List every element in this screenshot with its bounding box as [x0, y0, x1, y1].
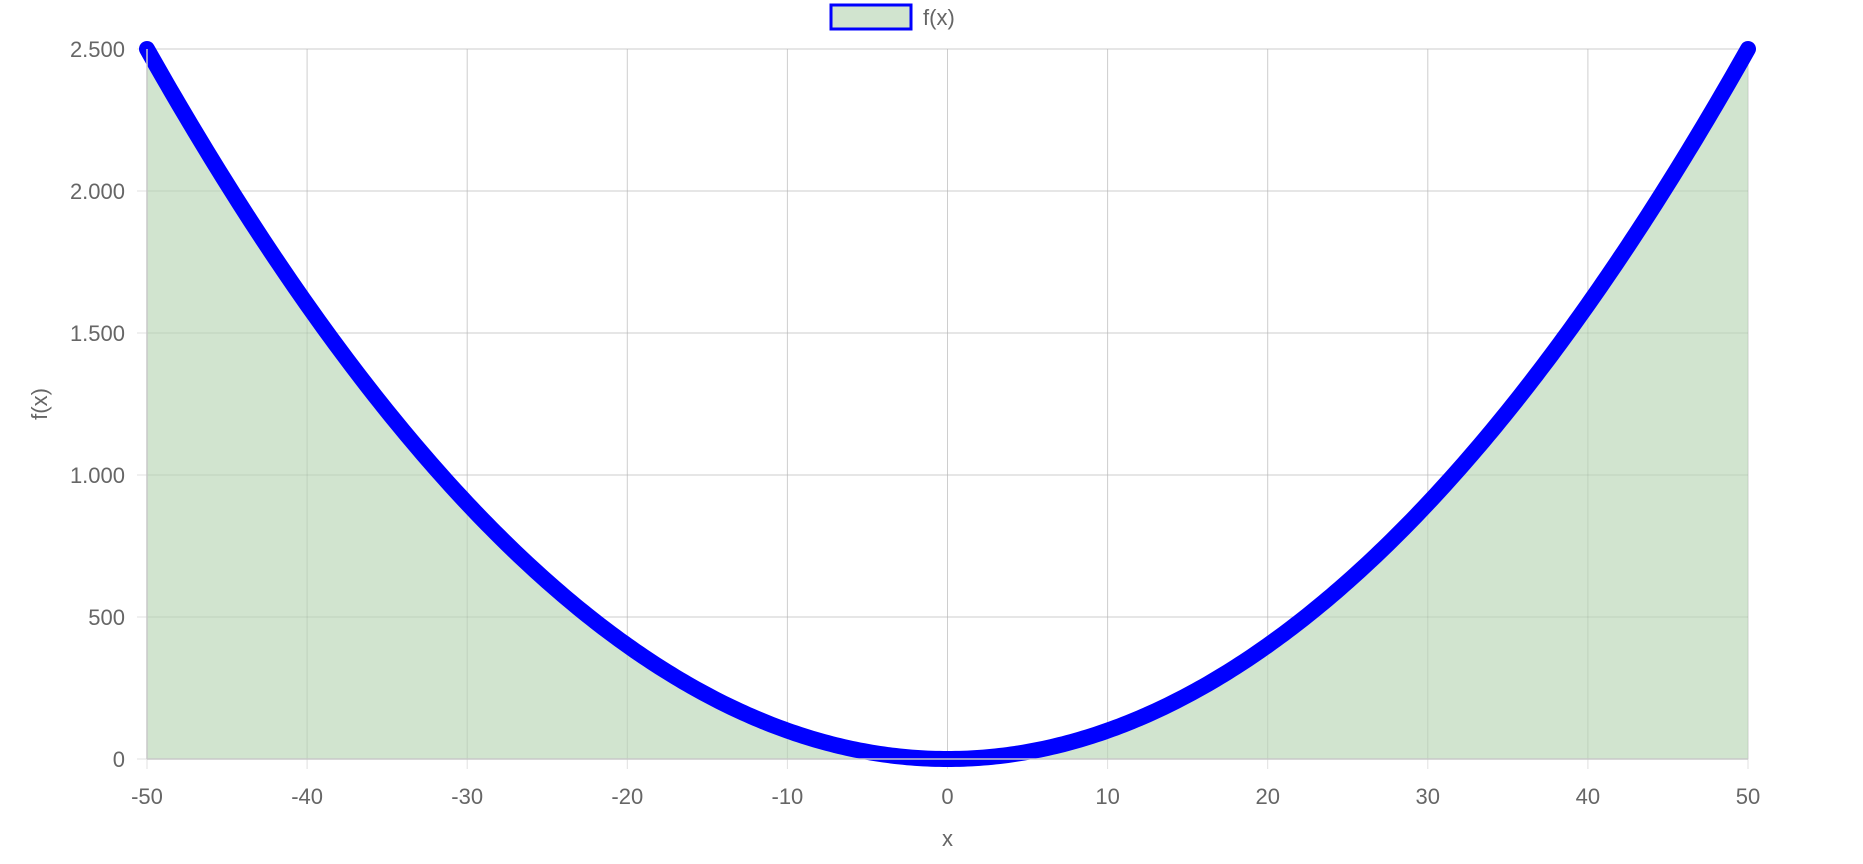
y-tick-label: 500	[88, 605, 125, 630]
legend-label[interactable]: f(x)	[923, 5, 955, 30]
x-axis-title: x	[942, 826, 953, 851]
legend[interactable]: f(x)	[829, 3, 955, 31]
legend-swatch[interactable]	[829, 3, 913, 31]
y-tick-label: 2.500	[70, 37, 125, 62]
x-tick-label: 10	[1095, 784, 1119, 809]
x-tick-label: -40	[291, 784, 323, 809]
x-tick-label: -10	[772, 784, 804, 809]
y-tick-label: 2.000	[70, 179, 125, 204]
y-axis-title: f(x)	[27, 388, 52, 420]
x-tick-label: 50	[1736, 784, 1760, 809]
axis-layer: -50 -40 -30 -20 -10 0 10 20 30 40 5005001.0001.500…	[70, 37, 1760, 809]
x-tick-label: -30	[451, 784, 483, 809]
x-tick-label: -50	[131, 784, 163, 809]
x-tick-label: -20	[611, 784, 643, 809]
x-tick-label: 40	[1576, 784, 1600, 809]
x-tick-label: 30	[1416, 784, 1440, 809]
x-tick-label: 0	[941, 784, 953, 809]
y-tick-label: 1.500	[70, 321, 125, 346]
x-tick-label: 20	[1255, 784, 1279, 809]
y-tick-label: 0	[113, 747, 125, 772]
y-tick-label: 1.000	[70, 463, 125, 488]
